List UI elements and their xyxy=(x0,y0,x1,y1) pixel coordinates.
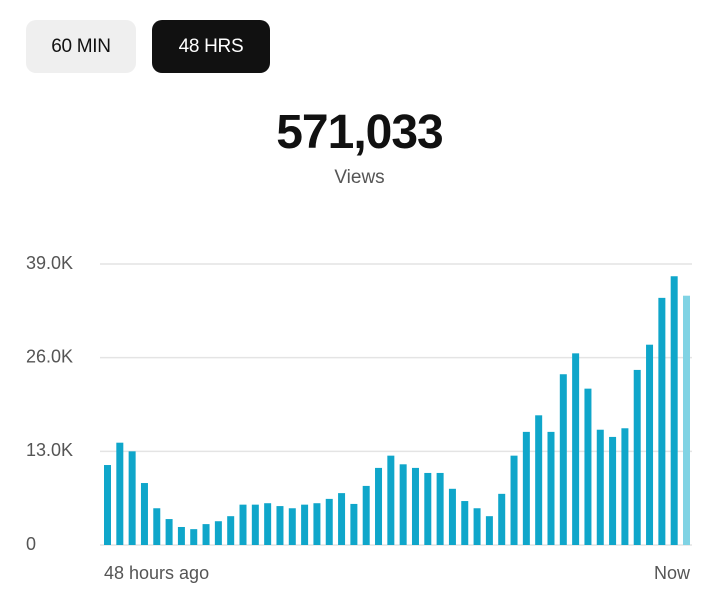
bar xyxy=(128,451,136,545)
x-tick-label: 48 hours ago xyxy=(104,563,209,583)
bar xyxy=(165,519,173,545)
bar xyxy=(264,503,272,545)
bar xyxy=(239,504,247,545)
bar xyxy=(584,388,592,545)
bar xyxy=(350,503,358,545)
bar xyxy=(362,485,370,545)
bar xyxy=(498,493,506,545)
bar xyxy=(473,508,481,545)
bar xyxy=(621,428,629,545)
bar xyxy=(276,506,284,545)
bar xyxy=(399,464,407,545)
bar xyxy=(387,455,395,545)
bar xyxy=(633,369,641,545)
bar xyxy=(572,353,580,545)
bar xyxy=(522,431,530,545)
bar xyxy=(670,276,678,545)
y-tick-label: 39.0K xyxy=(26,253,73,273)
bar xyxy=(214,521,222,545)
bar xyxy=(559,374,567,545)
bar xyxy=(251,504,259,545)
bar xyxy=(140,483,148,545)
y-tick-label: 26.0K xyxy=(26,346,73,366)
bar xyxy=(325,498,333,545)
y-tick-label: 0 xyxy=(26,534,36,554)
bar xyxy=(596,429,604,545)
bar xyxy=(485,516,493,545)
y-tick-label: 13.0K xyxy=(26,440,73,460)
bar xyxy=(436,472,444,545)
metric-label: Views xyxy=(334,167,385,188)
bar xyxy=(646,344,654,545)
bar xyxy=(313,503,321,545)
bar xyxy=(202,524,210,545)
bar xyxy=(683,295,690,545)
bar xyxy=(104,465,111,545)
metric-value: 571,033 xyxy=(276,106,444,159)
bar xyxy=(609,436,617,545)
bar xyxy=(227,516,235,545)
bar xyxy=(288,508,296,545)
bar xyxy=(338,493,346,545)
x-tick-label: Now xyxy=(654,563,691,583)
bar xyxy=(461,501,469,545)
bar xyxy=(190,529,198,545)
bar xyxy=(411,467,419,545)
bar xyxy=(301,504,309,545)
bar xyxy=(153,508,161,545)
bar xyxy=(177,526,185,545)
range-button-active[interactable]: 48 HRS xyxy=(152,20,270,73)
bar xyxy=(448,488,456,545)
bar xyxy=(510,455,518,545)
bar xyxy=(658,297,666,545)
bar xyxy=(116,442,124,545)
bar xyxy=(535,415,543,545)
range-button[interactable]: 60 MIN xyxy=(26,20,136,73)
bar xyxy=(375,467,383,545)
bar xyxy=(424,472,432,545)
bar xyxy=(547,431,555,545)
